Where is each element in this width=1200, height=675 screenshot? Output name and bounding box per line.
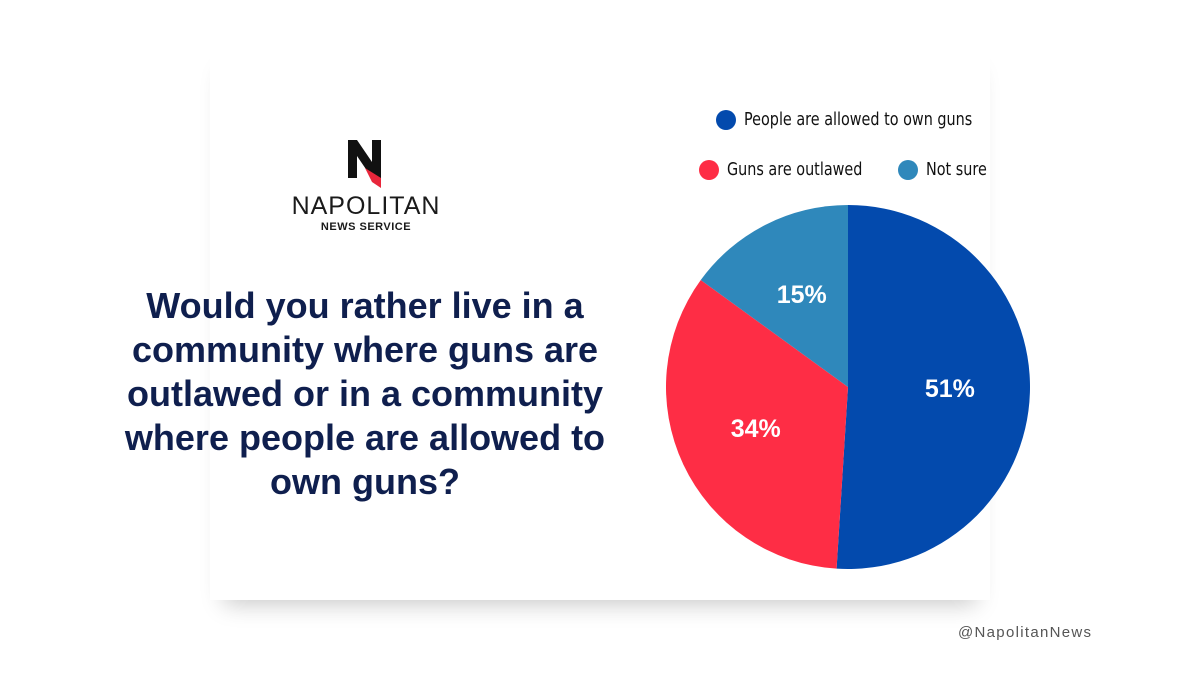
- value-label: 34%: [731, 415, 781, 443]
- value-label: 15%: [777, 281, 827, 309]
- logo-icon: [348, 140, 381, 188]
- pie-slice: [836, 205, 1031, 569]
- legend-marker: [716, 110, 736, 130]
- brand-subtitle: NEWS SERVICE: [320, 221, 412, 233]
- brand: NAPOLITAN NEWS SERVICE: [266, 192, 466, 234]
- legend-marker: [898, 160, 918, 180]
- value-label: 51%: [925, 375, 975, 403]
- legend-label: People are allowed to own guns: [744, 108, 972, 129]
- brand-name: NAPOLITAN: [291, 192, 441, 220]
- legend-label: Not sure: [926, 158, 987, 179]
- pie-slice: [700, 205, 848, 387]
- legend-marker: [699, 160, 719, 180]
- handle: @NapolitanNews: [958, 624, 1093, 641]
- chart-title: Would you rather live in a community whe…: [124, 285, 606, 502]
- legend-label: Guns are outlawed: [727, 158, 862, 179]
- pie-slice: [666, 280, 848, 569]
